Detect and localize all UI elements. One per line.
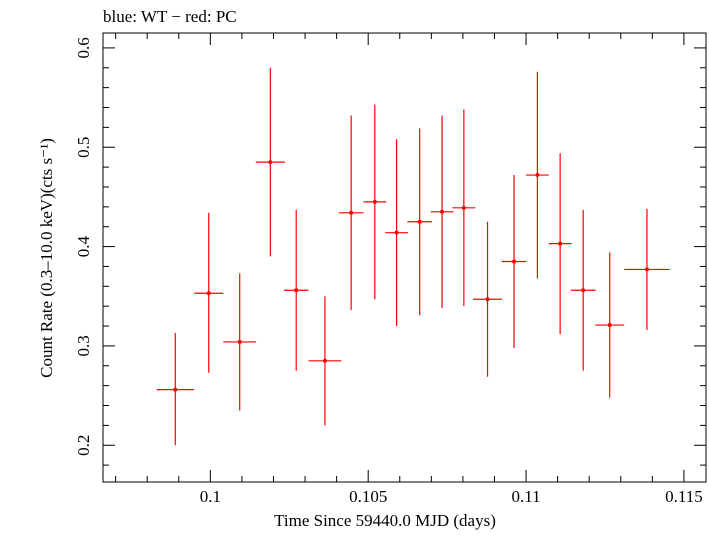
chart-title: blue: WT − red: PC [103, 7, 237, 26]
x-tick-label: 0.11 [511, 487, 540, 506]
y-tick-label: 0.3 [74, 335, 93, 356]
axis-ticks: 0.1 0.105 0.11 0.115 0.2 0.3 0.4 0.5 0.6 [74, 33, 706, 506]
data-point [526, 71, 549, 279]
point-marker [644, 267, 649, 272]
point-marker [581, 288, 586, 293]
data-point [363, 104, 387, 300]
data-point [194, 212, 224, 373]
data-point [595, 252, 625, 398]
data-point [156, 332, 194, 446]
point-marker [607, 323, 612, 328]
data-point [308, 296, 342, 426]
x-tick-label: 0.105 [349, 487, 387, 506]
point-marker [461, 205, 466, 210]
x-tick-label: 0.115 [665, 487, 703, 506]
point-marker [558, 241, 563, 246]
data-point [338, 115, 364, 311]
y-tick-label: 0.2 [74, 435, 93, 456]
point-marker [268, 160, 273, 165]
data-point [407, 128, 432, 316]
y-tick-label: 0.6 [74, 37, 93, 58]
point-marker [535, 173, 540, 178]
point-marker [512, 259, 517, 264]
data-point [283, 209, 309, 371]
x-axis-label: Time Since 59440.0 MJD (days) [274, 511, 496, 530]
point-marker [372, 199, 377, 204]
point-marker [394, 230, 399, 235]
data-point [430, 115, 454, 309]
point-marker [206, 291, 211, 296]
point-marker [294, 288, 299, 293]
point-marker [173, 387, 178, 392]
data-point [223, 273, 257, 411]
data-points [156, 67, 670, 446]
point-marker [237, 339, 242, 344]
point-marker [440, 209, 445, 214]
x-tick-label: 0.1 [200, 487, 221, 506]
y-tick-label: 0.5 [74, 137, 93, 158]
data-point [452, 109, 476, 307]
plot-frame [102, 32, 707, 483]
y-tick-label: 0.4 [74, 235, 93, 257]
point-marker [322, 358, 327, 363]
data-point [624, 208, 670, 331]
data-point [570, 209, 596, 371]
data-point [501, 175, 527, 348]
point-marker [349, 210, 354, 215]
data-point [473, 221, 503, 377]
data-point [255, 67, 285, 257]
point-marker [417, 219, 422, 224]
y-axis-label: Count Rate (0.3–10.0 keV)(cts s⁻¹) [37, 138, 56, 378]
point-marker [485, 297, 490, 302]
data-point [548, 153, 572, 334]
data-point [385, 139, 408, 327]
